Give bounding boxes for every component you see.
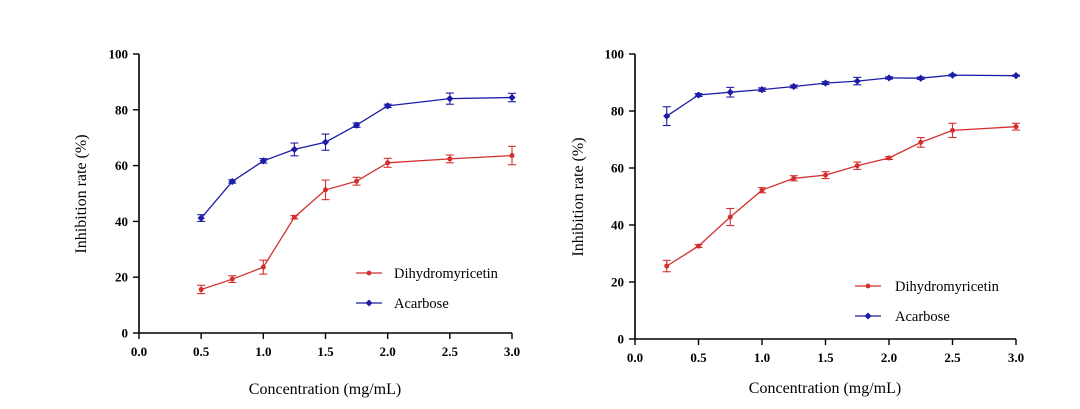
legend-marker-acarbose [864,312,872,320]
legend-marker-dihydromyricetin [366,270,372,276]
y-axis-title: Inhibition rate (%) [570,137,587,256]
y-tick-label: 60 [611,161,624,176]
data-point-acarbose [758,86,766,94]
data-point-dihydromyricetin [918,139,924,145]
x-ticks: 0.0 0.5 1.0 1.5 2.0 2.5 3.0 [131,333,520,359]
y-tick-label: 40 [611,218,624,233]
legend-label-dihydromyricetin: Dihydromyricetin [895,279,1000,295]
x-tick-label: 3.0 [1008,350,1024,365]
x-tick-label: 0.5 [193,344,210,359]
y-tick-label: 0 [618,332,625,347]
data-point-acarbose [228,177,236,186]
data-point-acarbose [885,74,893,82]
y-tick-label: 100 [605,47,625,62]
x-tick-label: 2.5 [944,350,961,365]
x-tick-label: 0.5 [690,350,707,365]
x-tick-label: 1.5 [817,350,834,365]
data-point-dihydromyricetin [791,175,797,181]
data-point-dihydromyricetin [950,127,955,133]
y-axis-title: Inhibition rate (%) [73,134,90,253]
data-point-dihydromyricetin [727,214,733,220]
x-tick-label: 2.0 [380,344,396,359]
y-tick-label: 100 [109,47,129,62]
data-point-acarbose [663,112,671,120]
data-point-acarbose [790,82,798,91]
data-point-dihydromyricetin [447,156,453,162]
chart-left: 0.0 0.5 1.0 1.5 2.0 2.5 3.0 0 20 40 60 80 100 Conce… [73,47,520,399]
data-point-dihydromyricetin [664,263,670,269]
data-point-acarbose [1012,72,1020,80]
data-point-dihydromyricetin [291,214,297,220]
y-tick-label: 0 [122,326,129,341]
data-point-dihydromyricetin [260,264,266,270]
x-tick-label: 1.0 [754,350,770,365]
x-tick-label: 0.0 [131,344,147,359]
legend: Dihydromyricetin Acarbose [855,279,1000,325]
y-ticks: 0 20 40 60 80 100 [109,47,139,341]
data-point-dihydromyricetin [385,160,391,166]
x-tick-label: 2.5 [442,344,459,359]
x-tick-label: 0.0 [627,350,643,365]
data-point-dihydromyricetin [696,243,701,249]
data-point-acarbose [321,138,330,146]
data-point-dihydromyricetin [1013,124,1019,130]
series-line-dihydromyricetin [666,126,1017,267]
x-axis-title: Concentration (mg/mL) [249,381,401,398]
data-point-acarbose [290,145,299,154]
legend-label-dihydromyricetin: Dihydromyricetin [394,266,499,282]
data-point-dihydromyricetin [854,163,860,169]
series-line-acarbose [666,74,1017,117]
chart-right: 0.0 0.5 1.0 1.5 2.0 2.5 3.0 0 20 40 60 80 100 Conce… [570,47,1024,398]
legend-marker-dihydromyricetin [865,283,871,289]
x-tick-label: 1.5 [317,344,334,359]
y-tick-label: 40 [115,214,128,229]
data-point-acarbose [726,88,734,96]
y-tick-label: 80 [115,102,128,117]
data-point-acarbose [197,214,205,222]
y-ticks: 0 20 40 60 80 100 [605,47,635,347]
legend-marker-acarbose [365,299,373,307]
data-point-acarbose [948,71,957,79]
legend: Dihydromyricetin Acarbose [356,266,499,312]
data-point-acarbose [259,157,267,165]
x-tick-label: 1.0 [255,344,271,359]
data-point-dihydromyricetin [759,187,765,193]
data-point-acarbose [384,102,392,110]
y-tick-label: 80 [611,104,624,119]
x-ticks: 0.0 0.5 1.0 1.5 2.0 2.5 3.0 [627,339,1024,365]
data-point-dihydromyricetin [823,172,828,178]
data-point-acarbose [821,79,830,87]
x-tick-label: 2.0 [881,350,897,365]
x-tick-label: 3.0 [504,344,520,359]
plot-area [662,71,1020,273]
data-point-acarbose [446,95,454,103]
data-point-dihydromyricetin [323,187,328,193]
data-point-dihydromyricetin [198,286,204,292]
x-axis-title: Concentration (mg/mL) [749,380,901,397]
data-point-acarbose [694,91,703,99]
y-tick-label: 20 [115,270,128,285]
y-tick-label: 20 [611,275,624,290]
y-tick-label: 60 [115,158,128,173]
data-point-dihydromyricetin [354,178,360,184]
data-point-dihydromyricetin [229,276,235,282]
data-point-acarbose [508,93,516,102]
legend-label-acarbose: Acarbose [394,296,449,312]
data-point-dihydromyricetin [509,153,515,159]
data-point-acarbose [917,74,925,82]
data-point-acarbose [853,77,861,85]
data-point-acarbose [352,121,361,129]
data-point-dihydromyricetin [886,155,892,161]
plot-area [197,92,516,295]
legend-label-acarbose: Acarbose [895,309,950,325]
